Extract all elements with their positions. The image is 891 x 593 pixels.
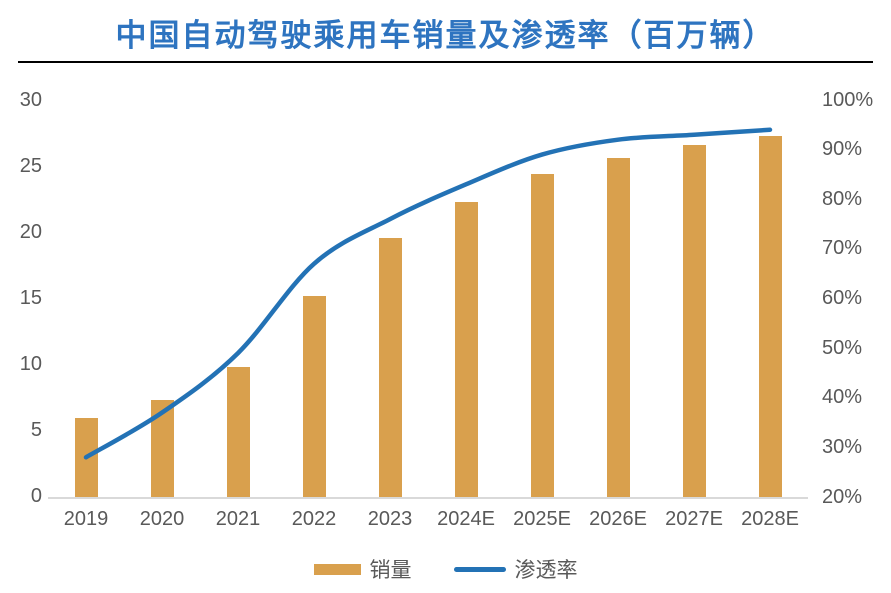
legend-sales-label: 销量 xyxy=(369,559,412,582)
sales-bar xyxy=(606,158,630,497)
x-axis-label: 2021 xyxy=(215,508,261,530)
penetration-line-path xyxy=(83,127,773,460)
x-axis-label: 2020 xyxy=(139,508,185,530)
penetration-line-swatch xyxy=(453,566,506,572)
sales-swatch xyxy=(313,563,361,575)
bar-cell xyxy=(352,100,428,497)
bar-cell xyxy=(504,100,580,497)
penetration-line xyxy=(83,127,773,460)
plot-area xyxy=(48,100,808,499)
bar-cell xyxy=(656,100,732,497)
sales-bar xyxy=(530,174,554,497)
sales-bar xyxy=(758,135,782,497)
sales-bar xyxy=(302,295,326,497)
bar-cell xyxy=(428,100,504,497)
x-axis-label: 2022 xyxy=(291,508,337,530)
sales-bar xyxy=(378,237,402,497)
sales-bar xyxy=(226,367,250,497)
sales-bars xyxy=(48,100,808,497)
y-axis-right: 100% 90% 80% 70% 60% 50% 40% 30% 20% xyxy=(822,88,874,508)
legend-item-penetration: 渗透率 xyxy=(453,554,578,584)
chart-title: 中国自动驾驶乘用车销量及渗透率（百万辆） xyxy=(115,18,776,54)
bar-cell xyxy=(276,100,352,497)
sales-bar xyxy=(454,201,478,497)
x-axis-label: 2025E xyxy=(513,508,571,530)
bar-cell xyxy=(124,100,200,497)
x-axis: 2019 2020 2021 2022 2023 2024E 2025E 2026E 2027E… xyxy=(48,508,808,531)
x-axis-label: 2026E xyxy=(589,508,647,530)
x-axis-label: 2019 xyxy=(63,508,109,530)
title-divider xyxy=(18,61,873,63)
y-axis-left: 30 25 20 15 10 5 0 xyxy=(19,88,42,508)
x-axis-label: 2028E xyxy=(741,508,799,530)
x-axis-label: 2023 xyxy=(367,508,413,530)
bar-cell xyxy=(580,100,656,497)
sales-bar xyxy=(150,400,174,497)
legend: 销量 渗透率 xyxy=(0,554,891,584)
x-axis-label: 2024E xyxy=(437,508,495,530)
x-axis-label: 2027E xyxy=(665,508,723,530)
bar-cell xyxy=(200,100,276,497)
bar-cell xyxy=(732,100,808,497)
legend-penetration-label: 渗透率 xyxy=(514,559,578,582)
legend-item-sales: 销量 xyxy=(313,554,412,584)
sales-bar xyxy=(682,145,706,497)
